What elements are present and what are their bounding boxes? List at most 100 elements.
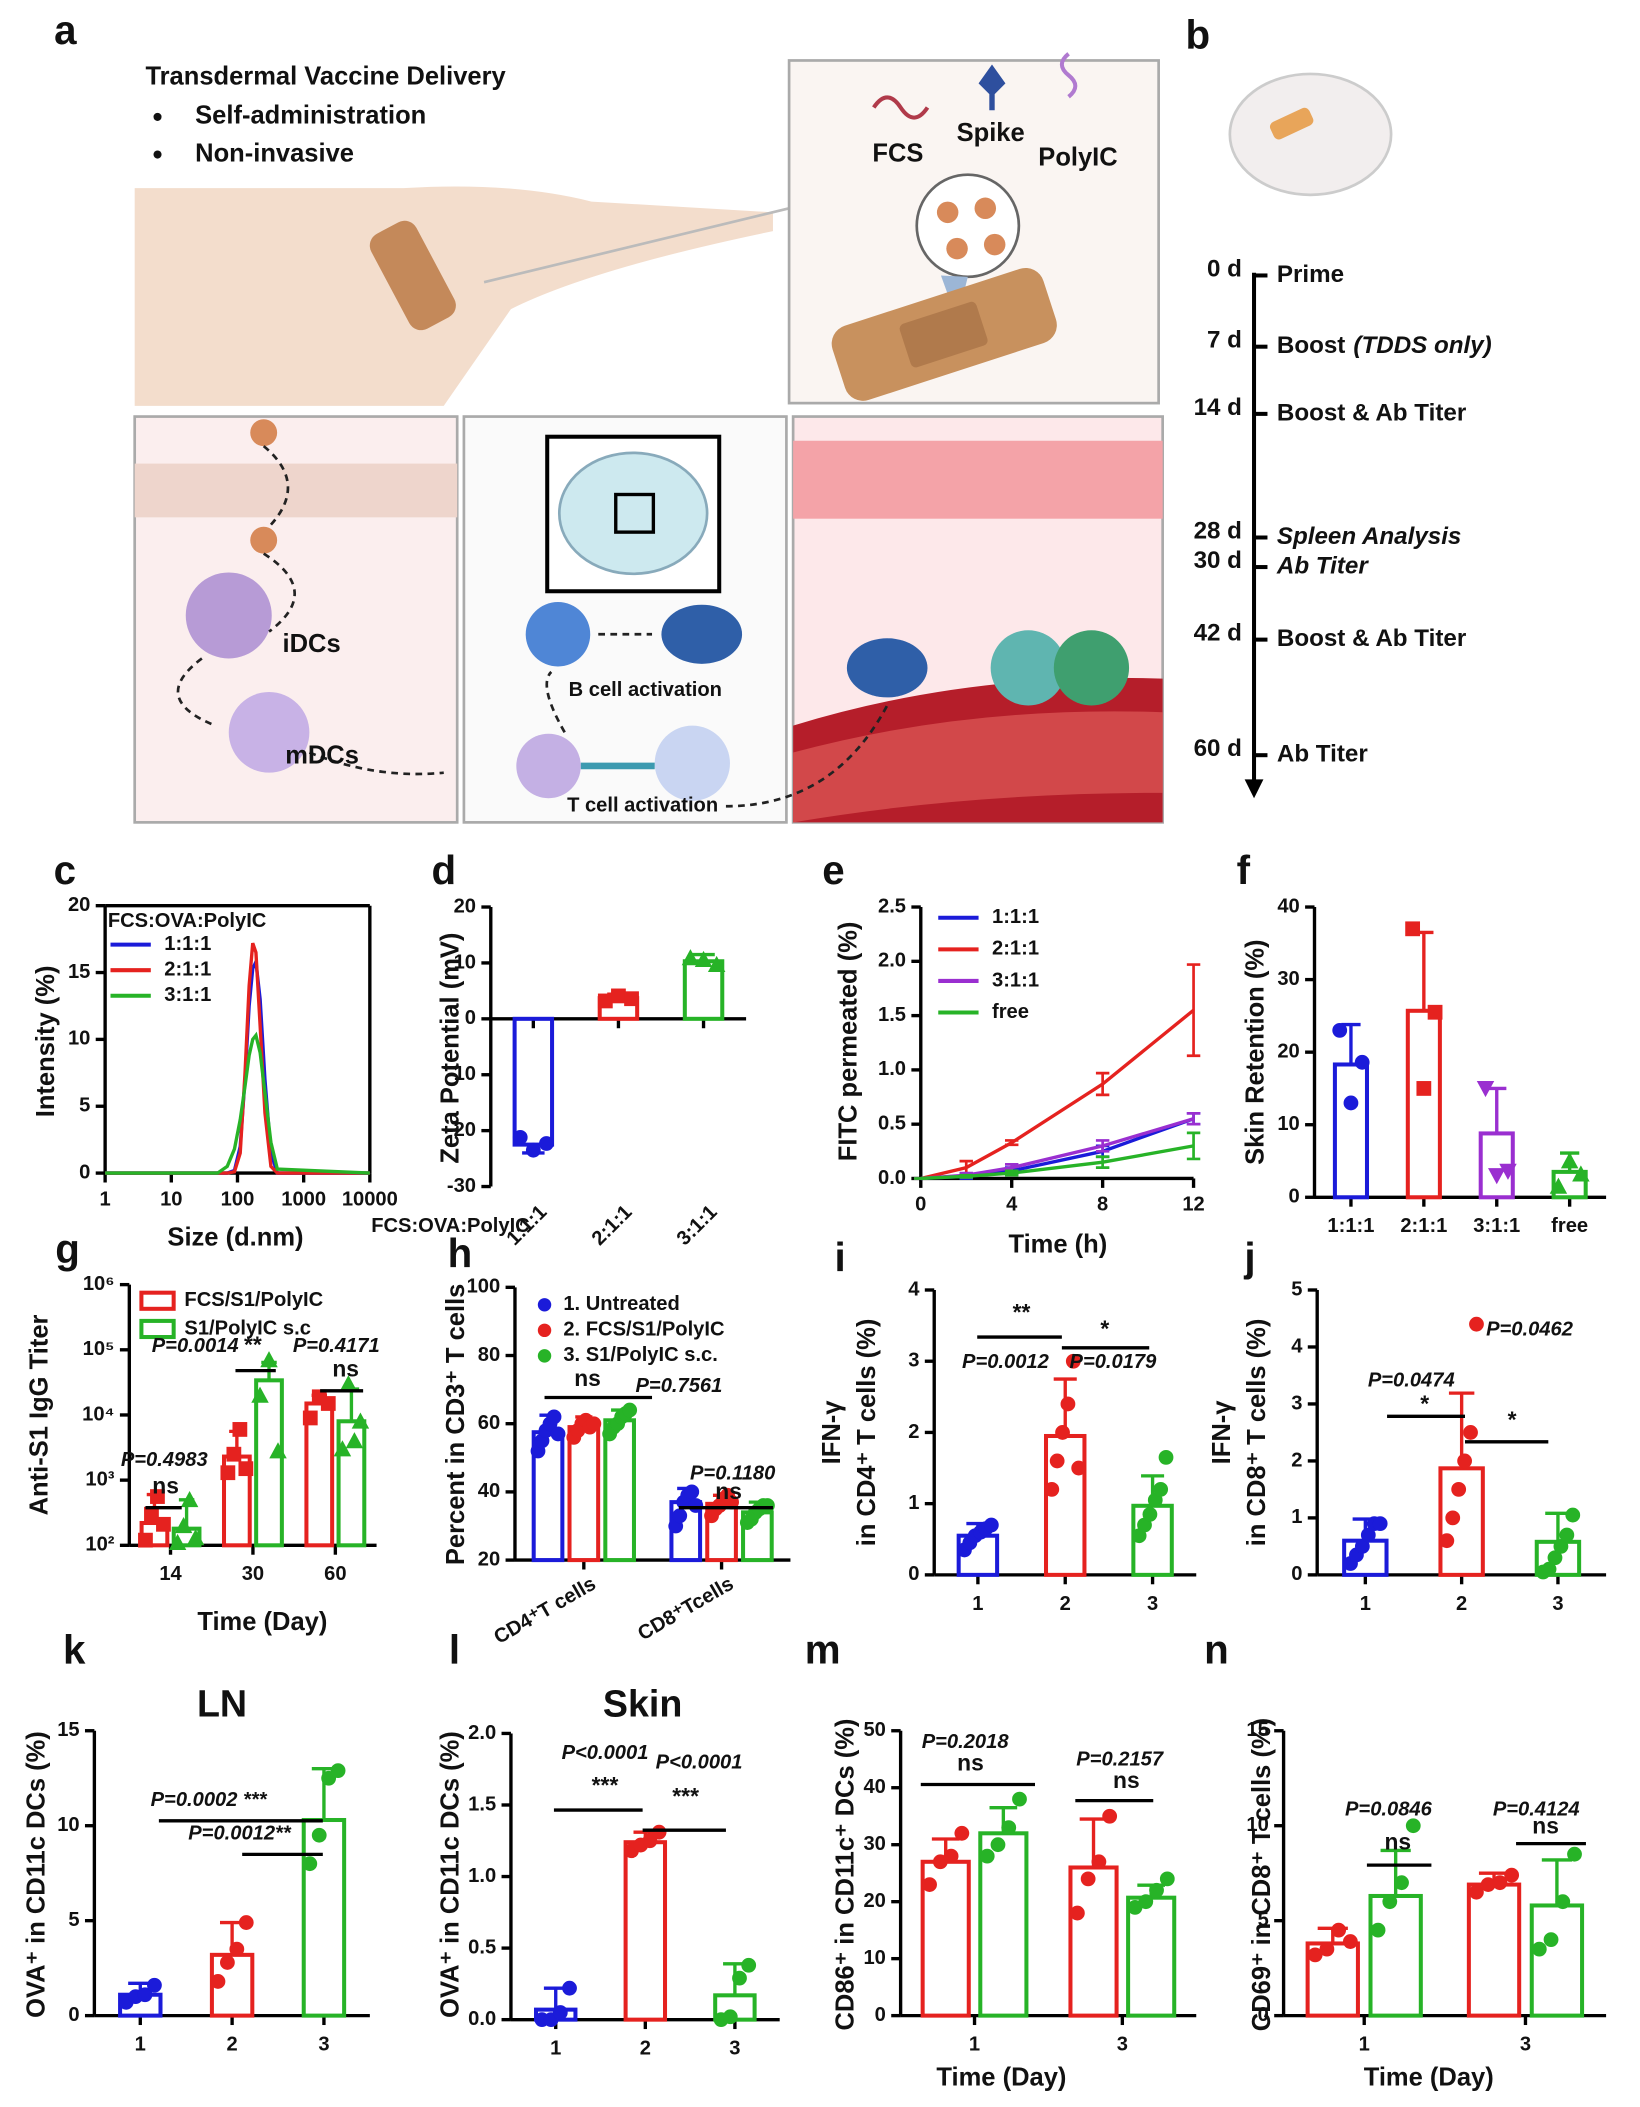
data-point — [226, 1446, 242, 1462]
data-point — [330, 1763, 346, 1779]
y-tick-label: 0 — [465, 1007, 476, 1029]
x-tick-label: 3 — [1147, 1593, 1158, 1615]
y-tick-label: 10⁴ — [82, 1403, 114, 1425]
data-point — [229, 1941, 245, 1957]
data-point — [351, 1412, 370, 1429]
data-point — [1427, 1004, 1443, 1020]
patch-pad — [899, 301, 988, 368]
timeline-event: Spleen Analysis — [1277, 523, 1462, 550]
y-tick-label: 1.0 — [468, 1865, 496, 1887]
data-point — [1499, 1163, 1517, 1180]
y-tick-label: 15 — [1246, 1719, 1268, 1741]
data-point — [345, 1432, 364, 1449]
bar — [623, 1840, 668, 2022]
y-tick-label: 1.5 — [878, 1004, 906, 1026]
annotation: ns — [1113, 1767, 1140, 1793]
y-tick-label: 20 — [68, 894, 90, 916]
legend-label: 1:1:1 — [992, 906, 1039, 928]
data-point — [1065, 1353, 1081, 1369]
legend-label: 3:1:1 — [992, 969, 1039, 991]
y-tick-label: 5 — [1291, 1278, 1302, 1300]
arrow — [545, 670, 889, 808]
legend-label: S1/PolyIC s.c — [184, 1317, 311, 1339]
data-point — [138, 1532, 153, 1548]
data-point — [1049, 1453, 1065, 1469]
panel-label: d — [431, 848, 456, 893]
x-axis-label: Time (Day) — [1364, 2064, 1494, 2092]
bar — [1529, 1903, 1585, 2018]
y-tick-label: 1 — [908, 1492, 919, 1514]
x-axis-label: Size (d.nm) — [167, 1224, 303, 1252]
y-tick-label: 30 — [863, 1833, 885, 1855]
annotation: P=0.1180 — [690, 1462, 775, 1484]
data-point — [1549, 1177, 1568, 1194]
annotation: ns — [715, 1478, 742, 1504]
y-tick-label: 4 — [1291, 1335, 1303, 1357]
annotation: P=0.0002 *** — [151, 1789, 268, 1811]
data-point — [1476, 1081, 1495, 1098]
particle-zoom — [915, 173, 1021, 279]
line-series — [105, 1031, 370, 1175]
y-tick-label: -30 — [447, 1175, 476, 1197]
idc — [185, 572, 272, 659]
y-tick-label: 10 — [454, 951, 476, 973]
annotation: P=0.4124 — [1493, 1798, 1580, 1820]
cell-label: iDCs — [283, 630, 341, 658]
y-tick-label: 2.0 — [878, 950, 906, 972]
legend-label: 1:1:1 — [164, 933, 211, 955]
error-bar — [1095, 1139, 1110, 1153]
bar — [1551, 1169, 1588, 1200]
timeline-note: (TDDS only) — [1353, 332, 1491, 359]
data-point — [1394, 1875, 1409, 1891]
x-tick-label: 3:1:1 — [673, 1201, 722, 1250]
data-point — [1354, 1538, 1370, 1554]
timeline-day: 60 d — [1194, 735, 1242, 762]
mouse — [1228, 72, 1393, 197]
legend-swatch — [537, 1323, 552, 1338]
x-tick-label: 3:1:1 — [1473, 1215, 1520, 1237]
data-point — [1069, 1905, 1085, 1921]
data-point — [681, 949, 700, 966]
data-point — [320, 1396, 336, 1411]
y-axis-label: Percent in CD3⁺ T cells — [442, 1284, 470, 1565]
step-label: B cell activation — [569, 679, 722, 701]
mouse-patch — [1269, 107, 1314, 140]
y-tick-label: 60 — [478, 1412, 500, 1434]
cell-label: mDCs — [285, 741, 359, 769]
error-bar — [1341, 1022, 1361, 1065]
data-point — [186, 1529, 205, 1546]
y-tick-label: 0.5 — [878, 1113, 906, 1135]
data-point — [694, 950, 713, 967]
y-tick-label: 4 — [908, 1278, 920, 1300]
y-tick-label: 10² — [85, 1534, 114, 1556]
schematic-title: Transdermal Vaccine Delivery — [145, 63, 506, 91]
data-point — [1060, 1396, 1076, 1412]
x-tick-label: CD8⁺Tcells — [634, 1573, 737, 1645]
x-tick-label: 8 — [1097, 1194, 1108, 1216]
bar — [254, 1378, 284, 1548]
bar — [1405, 1008, 1442, 1200]
zoom-square — [614, 492, 656, 534]
y-tick-label: 10 — [57, 1814, 79, 1836]
x-tick-label: 2 — [1456, 1593, 1467, 1615]
timeline-day: 7 d — [1207, 327, 1242, 354]
data-point — [1055, 1425, 1070, 1440]
panel-label: g — [55, 1227, 80, 1272]
annotation: P=0.0012 — [962, 1351, 1049, 1373]
error-bar — [1004, 1139, 1019, 1147]
step-label: T cell activation — [567, 795, 718, 817]
data-point — [684, 1484, 700, 1500]
y-tick-label: 0 — [68, 2004, 79, 2026]
data-point — [220, 1955, 235, 1970]
data-point — [1142, 1506, 1158, 1522]
data-point — [1332, 1022, 1348, 1038]
x-tick-label: 1000 — [281, 1188, 326, 1210]
component-label: FCS — [872, 139, 923, 167]
legend-label: 1. Untreated — [563, 1293, 679, 1315]
annotation: ** — [244, 1331, 262, 1357]
panel-label: i — [835, 1235, 846, 1280]
y-tick-label: 80 — [478, 1344, 500, 1366]
data-point — [741, 1957, 757, 1973]
data-point — [760, 1498, 775, 1513]
